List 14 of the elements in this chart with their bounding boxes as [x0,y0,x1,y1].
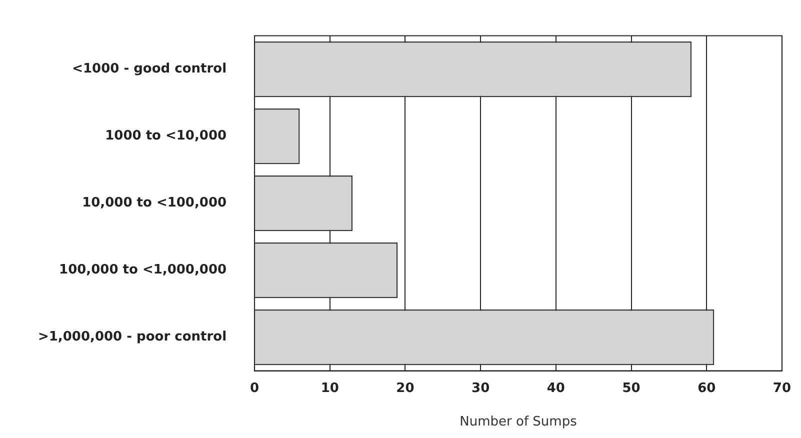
y-tick-label: 1000 to <10,000 [105,128,227,144]
x-tick-label: 60 [698,380,716,396]
x-tick-label: 0 [250,380,260,396]
y-tick-label: 10,000 to <100,000 [82,196,227,211]
x-tick-label: 50 [622,380,640,396]
x-axis-title: Number of Sumps [460,414,578,430]
x-tick-label: 10 [320,380,339,396]
y-tick-label: >1,000,000 - poor control [38,330,227,345]
x-tick-label: 30 [472,380,490,396]
y-tick-label: <1000 - good control [72,62,227,77]
x-tick-label: 70 [772,380,791,396]
y-tick-label: 100,000 to <1,000,000 [59,262,227,278]
x-tick-label: 40 [546,380,565,396]
x-tick-label: 20 [396,380,414,396]
